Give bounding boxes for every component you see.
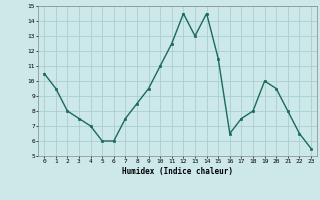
X-axis label: Humidex (Indice chaleur): Humidex (Indice chaleur) [122,167,233,176]
